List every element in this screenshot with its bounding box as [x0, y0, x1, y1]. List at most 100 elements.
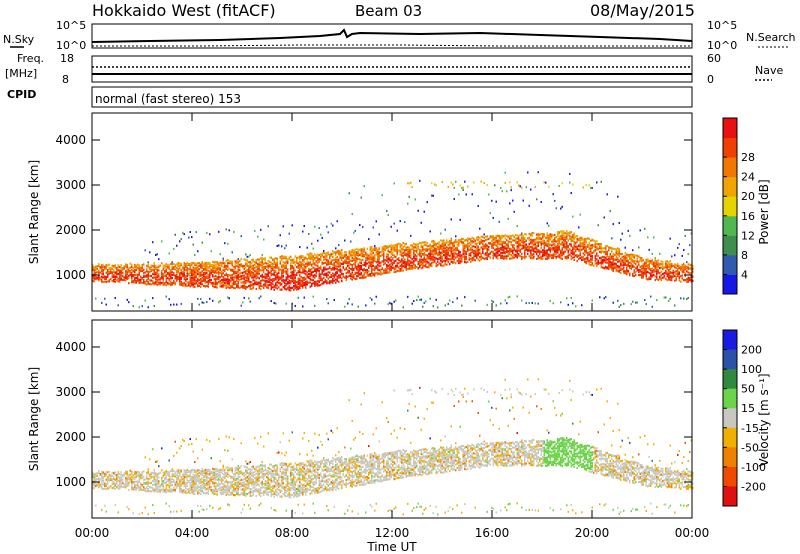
velocity-cell	[188, 475, 190, 478]
power-cell	[455, 247, 457, 250]
power-cell	[269, 260, 271, 263]
velocity-cell	[204, 474, 206, 477]
power-cell	[263, 238, 265, 241]
power-cell	[305, 277, 307, 280]
power-cell	[393, 249, 395, 252]
power-cell	[161, 240, 163, 243]
power-cell	[248, 297, 250, 300]
power-cell	[519, 233, 521, 237]
power-cell	[630, 259, 632, 262]
power-cell	[483, 181, 485, 184]
power-cell	[665, 264, 667, 267]
power-cell	[399, 253, 401, 256]
power-cell	[464, 243, 466, 246]
power-cell	[417, 248, 419, 251]
power-cell	[614, 253, 616, 257]
power-cell	[138, 267, 140, 270]
power-cell	[212, 260, 214, 263]
power-cell	[617, 250, 619, 253]
velocity-cell	[125, 479, 127, 482]
power-cell	[153, 276, 155, 279]
velocity-cell	[114, 487, 116, 490]
power-cell	[99, 278, 101, 281]
velocity-cell	[149, 473, 151, 476]
power-cell	[294, 263, 296, 266]
power-cell	[366, 255, 368, 258]
power-cell	[549, 253, 551, 256]
velocity-cell	[194, 461, 196, 464]
velocity-cell	[138, 480, 140, 483]
velocity-cell	[212, 470, 214, 474]
velocity-cell	[209, 485, 211, 489]
power-cell	[540, 240, 542, 244]
velocity-cell	[188, 479, 190, 483]
power-cell	[462, 246, 464, 249]
power-cell	[503, 247, 505, 250]
power-cell	[611, 264, 613, 267]
power-cell	[252, 271, 254, 274]
velocity-cell	[210, 471, 212, 474]
velocity-cell	[150, 472, 152, 476]
power-cell	[93, 269, 95, 272]
power-cell	[285, 265, 287, 268]
power-cell	[261, 273, 263, 276]
power-cell	[299, 278, 301, 282]
power-cell	[620, 260, 622, 263]
power-cell	[120, 264, 122, 267]
power-cell	[518, 239, 520, 242]
power-cell	[428, 248, 430, 251]
power-cell	[662, 272, 664, 276]
power-cell	[186, 277, 188, 281]
power-cell	[549, 249, 551, 252]
velocity-cell	[108, 477, 110, 481]
power-cell	[201, 276, 203, 279]
power-cell	[647, 263, 649, 267]
power-cell	[324, 266, 326, 269]
power-cell	[404, 266, 406, 269]
velocity-cell	[113, 481, 115, 484]
velocity-cell	[92, 471, 94, 474]
power-cell	[492, 254, 494, 257]
power-cell	[560, 243, 562, 246]
velocity-cell	[119, 482, 121, 485]
power-cell	[605, 296, 607, 299]
power-cell	[539, 233, 541, 236]
power-cell	[206, 280, 208, 284]
power-cell	[486, 235, 488, 238]
power-cell	[261, 260, 263, 264]
power-cell	[212, 274, 214, 277]
power-cell	[428, 266, 430, 269]
power-cell	[303, 269, 305, 273]
power-cell	[129, 262, 131, 265]
power-cell	[309, 281, 311, 284]
power-cell	[516, 252, 518, 255]
power-cell	[258, 297, 260, 300]
power-cell	[615, 269, 617, 272]
power-cell	[341, 277, 343, 280]
power-cell	[339, 268, 341, 271]
power-cell	[396, 247, 398, 251]
colorbar-segment	[723, 176, 737, 197]
power-cell	[209, 280, 211, 284]
velocity-cell	[173, 454, 175, 457]
power-cell	[126, 277, 128, 280]
power-cell	[440, 246, 442, 249]
power-cell	[122, 271, 124, 274]
power-cell	[156, 281, 158, 284]
power-cell	[686, 270, 688, 273]
power-cell	[278, 286, 280, 289]
power-cell	[306, 253, 308, 256]
power-cell	[639, 270, 641, 273]
power-cell	[648, 276, 650, 279]
power-cell	[252, 286, 254, 289]
power-cell	[146, 283, 148, 286]
power-cell	[215, 274, 217, 278]
power-cell	[272, 280, 274, 283]
power-cell	[374, 302, 376, 305]
velocity-cell	[156, 479, 158, 482]
power-cell	[251, 274, 253, 277]
velocity-cell	[134, 485, 136, 488]
velocity-cell	[171, 483, 173, 487]
power-cell	[395, 266, 397, 269]
power-cell	[567, 251, 569, 254]
